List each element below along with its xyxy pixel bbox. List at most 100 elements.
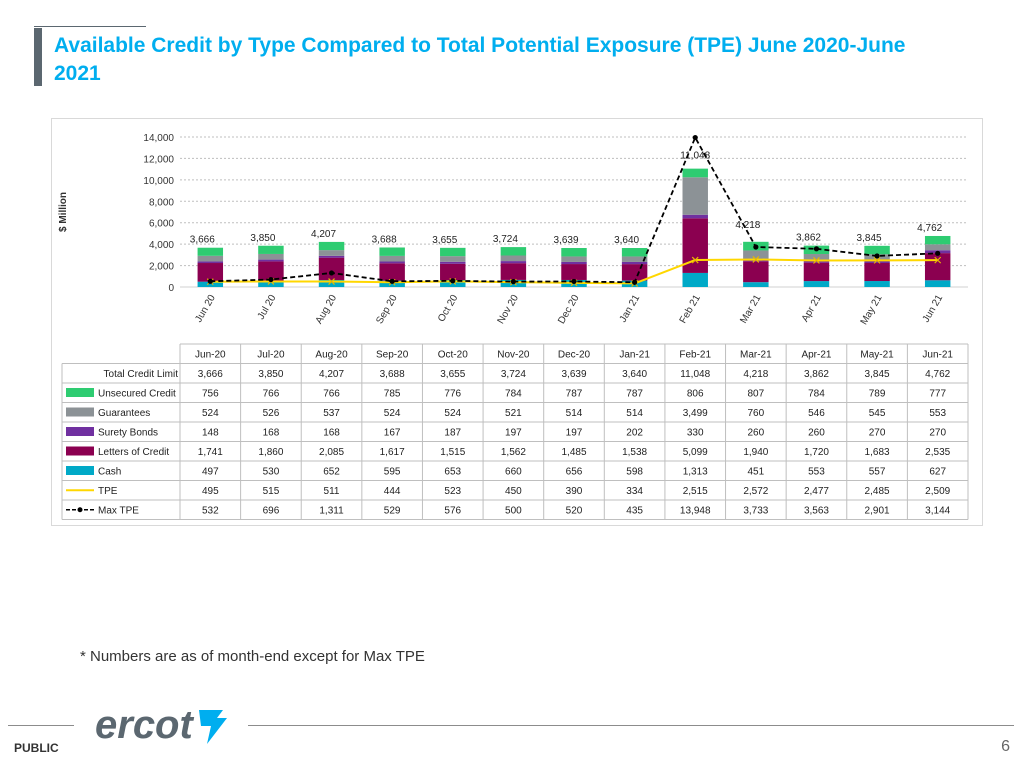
table-cell: 595 bbox=[384, 466, 401, 477]
table-cell: 187 bbox=[444, 427, 461, 438]
table-cell: 511 bbox=[324, 486, 340, 497]
max-tpe-point bbox=[510, 279, 516, 285]
bar-letters-of-credit bbox=[864, 263, 890, 282]
table-column-header: May-21 bbox=[860, 350, 894, 361]
table-column-header: Jul-20 bbox=[257, 350, 285, 361]
table-cell: 11,048 bbox=[680, 369, 710, 380]
bar-surety-bonds bbox=[621, 261, 648, 265]
table-cell: 270 bbox=[929, 427, 946, 438]
bar-cash bbox=[440, 280, 466, 287]
table-cell: 3,144 bbox=[925, 505, 950, 516]
max-tpe-point bbox=[328, 270, 335, 276]
bar-surety-bonds bbox=[440, 261, 466, 264]
total-data-label: 3,639 bbox=[553, 235, 578, 246]
bar-guarantees bbox=[379, 255, 405, 262]
table-column-header: Jan-21 bbox=[619, 350, 650, 361]
table-column-header: Jun-20 bbox=[195, 350, 226, 361]
table-cell: 4,218 bbox=[743, 369, 768, 380]
title-rule bbox=[34, 26, 146, 27]
footer-rule-right bbox=[248, 725, 1014, 726]
table-cell: 5,099 bbox=[683, 447, 708, 458]
bar-letters-of-credit bbox=[682, 218, 708, 273]
table-cell: 334 bbox=[626, 486, 643, 497]
table-column-header: Nov-20 bbox=[497, 350, 530, 361]
bar-guarantees bbox=[682, 177, 708, 215]
table-cell: 3,640 bbox=[622, 369, 647, 380]
table-cell: 627 bbox=[929, 466, 946, 477]
max-tpe-point bbox=[813, 246, 820, 252]
table-cell: 3,688 bbox=[380, 369, 405, 380]
table-cell: 3,862 bbox=[804, 369, 829, 380]
ercot-logo-text: ercot bbox=[95, 703, 194, 747]
total-data-label: 4,762 bbox=[917, 223, 942, 234]
bar-surety-bonds bbox=[197, 261, 224, 264]
table-column-header: Aug-20 bbox=[315, 350, 348, 361]
page-number: 6 bbox=[1001, 738, 1010, 755]
table-cell: 1,940 bbox=[743, 447, 768, 458]
footer-rule-left bbox=[8, 725, 74, 726]
x-tick-label: Jun 21 bbox=[921, 293, 946, 325]
y-tick-label: 0 bbox=[168, 283, 174, 294]
y-tick-label: 6,000 bbox=[149, 219, 174, 230]
table-cell: 1,538 bbox=[622, 447, 647, 458]
table-cell: 1,860 bbox=[258, 447, 283, 458]
max-tpe-point bbox=[571, 278, 577, 285]
classification-label: PUBLIC bbox=[14, 741, 59, 755]
table-cell: 330 bbox=[687, 427, 704, 438]
legend-dashed-marker bbox=[77, 507, 83, 513]
total-data-label: 3,688 bbox=[372, 234, 397, 245]
max-tpe-point bbox=[207, 278, 213, 284]
bar-cash bbox=[743, 282, 769, 287]
table-cell: 523 bbox=[444, 486, 461, 497]
table-cell: 777 bbox=[929, 388, 946, 399]
bar-guarantees bbox=[924, 244, 951, 251]
table-cell: 1,485 bbox=[561, 447, 586, 458]
table-cell: 3,850 bbox=[258, 369, 283, 380]
total-data-label: 3,655 bbox=[432, 235, 457, 246]
table-cell: 260 bbox=[748, 427, 765, 438]
y-tick-label: 8,000 bbox=[149, 197, 174, 208]
table-cell: 696 bbox=[263, 505, 280, 516]
table-cell: 766 bbox=[263, 388, 280, 399]
bar-unsecured-credit bbox=[440, 247, 466, 257]
tpe-point bbox=[691, 256, 699, 264]
bar-guarantees bbox=[258, 253, 284, 260]
bar-unsecured-credit bbox=[621, 248, 648, 257]
bar-cash bbox=[197, 281, 224, 287]
table-cell: 2,509 bbox=[925, 486, 950, 497]
chart-figure: 0 2,000 4,000 6,000 8,000 10,000 12,000 14,000 $… bbox=[51, 118, 983, 526]
table-cell: 1,617 bbox=[380, 447, 405, 458]
tpe-point bbox=[873, 256, 881, 264]
x-tick-label: Oct 20 bbox=[436, 293, 460, 324]
table-column-header: Apr-21 bbox=[801, 350, 831, 361]
table-cell: 526 bbox=[263, 408, 280, 419]
x-tick-label: Mar 21 bbox=[738, 293, 763, 326]
table-cell: 1,313 bbox=[683, 466, 708, 477]
table-cell: 4,762 bbox=[925, 369, 950, 380]
table-column-header: Jun-21 bbox=[922, 350, 953, 361]
total-data-label: 3,845 bbox=[857, 233, 882, 244]
table-cell: 807 bbox=[748, 388, 765, 399]
table-cell: 168 bbox=[263, 427, 280, 438]
legend-swatch bbox=[66, 466, 94, 475]
bar-letters-of-credit bbox=[621, 264, 648, 281]
table-row-label: Cash bbox=[98, 466, 121, 477]
table-cell: 435 bbox=[626, 505, 643, 516]
bar-cash bbox=[803, 281, 830, 287]
total-data-label: 3,850 bbox=[250, 233, 275, 244]
legend-swatch bbox=[66, 427, 94, 436]
table-cell: 1,741 bbox=[198, 447, 223, 458]
bar-unsecured-credit bbox=[197, 247, 224, 256]
bar-guarantees bbox=[743, 250, 769, 259]
max-tpe-point bbox=[450, 278, 456, 284]
table-cell: 3,639 bbox=[561, 369, 586, 380]
x-tick-label: Nov 20 bbox=[496, 293, 522, 326]
table-cell: 450 bbox=[505, 486, 522, 497]
table-cell: 148 bbox=[202, 427, 219, 438]
table-cell: 197 bbox=[566, 427, 583, 438]
table-cell: 2,085 bbox=[319, 447, 344, 458]
bar-unsecured-credit bbox=[561, 248, 587, 257]
bar-guarantees bbox=[621, 256, 648, 262]
bar-surety-bonds bbox=[500, 261, 527, 264]
bar-guarantees bbox=[500, 255, 527, 262]
